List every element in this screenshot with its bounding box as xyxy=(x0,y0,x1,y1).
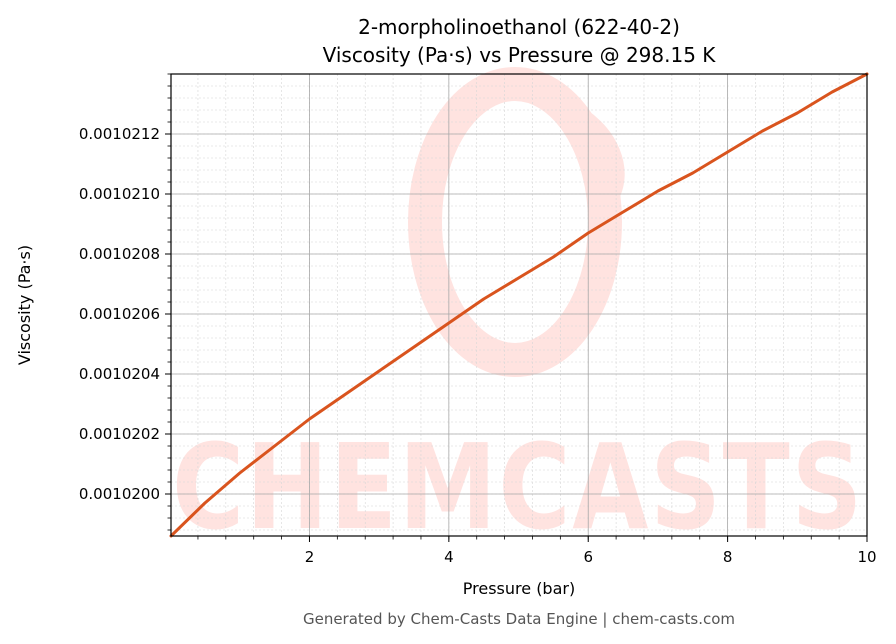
y-tick-label: 0.0010206 xyxy=(79,305,160,323)
x-tick-label: 6 xyxy=(583,548,593,566)
x-tick-label: 4 xyxy=(444,548,454,566)
x-tick-label: 2 xyxy=(305,548,315,566)
plot-frame xyxy=(170,73,868,537)
y-axis-label: Viscosity (Pa·s) xyxy=(15,245,34,365)
y-axis-ticks: 0.0010200 0.0010202 0.0010204 0.0010206 0.00… xyxy=(79,73,171,531)
x-axis-ticks: 2 4 6 8 10 xyxy=(197,536,877,566)
plot-line-group xyxy=(169,72,869,538)
y-tick-label: 0.0010202 xyxy=(79,425,160,443)
watermark-text: CHEMCASTS xyxy=(172,418,864,556)
x-tick-label: 8 xyxy=(723,548,733,566)
x-axis-label: Pressure (bar) xyxy=(463,579,575,598)
y-tick-label: 0.0010204 xyxy=(79,365,160,383)
y-tick-label: 0.0010200 xyxy=(79,485,160,503)
y-tick-label: 0.0010210 xyxy=(79,185,160,203)
y-tick-label: 0.0010208 xyxy=(79,245,160,263)
chart-title-line2: Viscosity (Pa·s) vs Pressure @ 298.15 K xyxy=(323,43,717,67)
chart-title-line1: 2-morpholinoethanol (622-40-2) xyxy=(358,15,680,39)
viscosity-series-line xyxy=(169,72,869,538)
y-tick-label: 0.0010212 xyxy=(79,125,160,143)
x-tick-label: 10 xyxy=(857,548,876,566)
footer-credit: Generated by Chem-Casts Data Engine | ch… xyxy=(303,610,735,628)
watermark: CHEMCASTS xyxy=(172,67,864,556)
